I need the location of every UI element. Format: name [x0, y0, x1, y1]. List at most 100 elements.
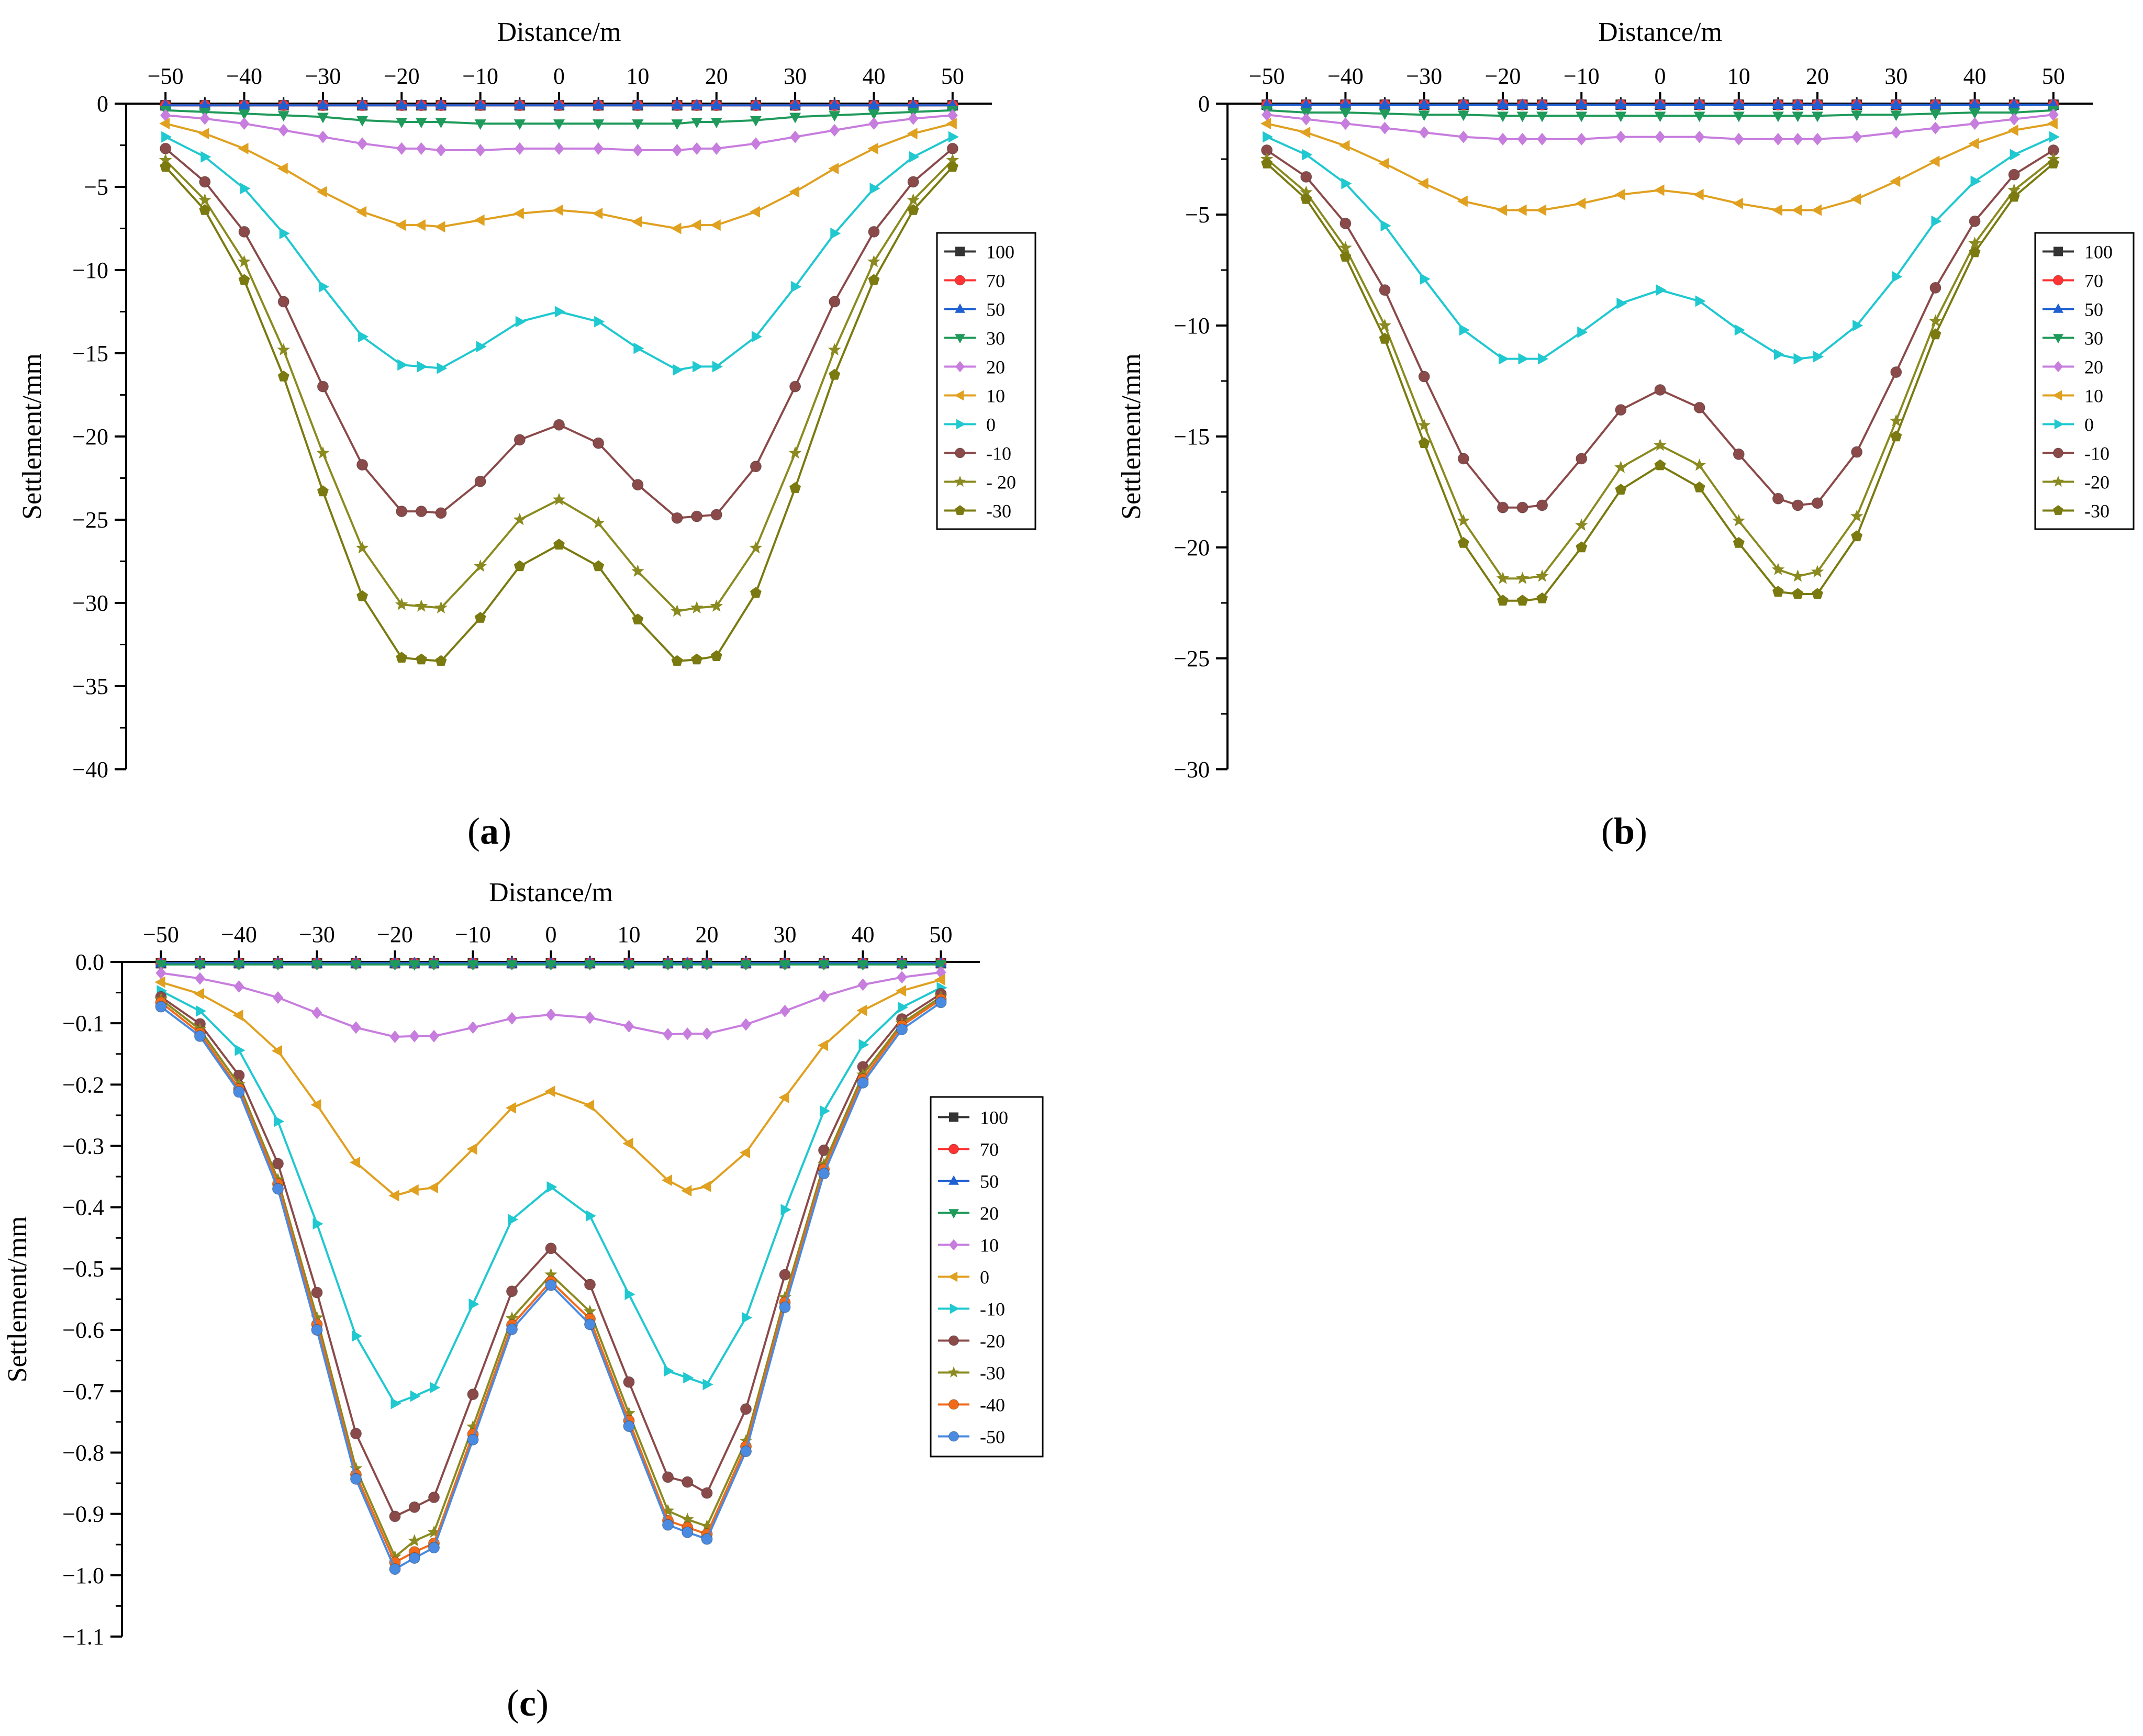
data-point: [408, 1501, 420, 1513]
data-point: [272, 1183, 284, 1195]
data-point: [907, 128, 918, 140]
data-point: [584, 1318, 596, 1330]
data-point: [1733, 132, 1744, 145]
legend-label: 70: [986, 271, 1005, 292]
y-tick-label: −1.0: [62, 1563, 104, 1588]
data-point: [395, 219, 406, 231]
data-point: [868, 274, 880, 285]
data-point: [514, 119, 526, 130]
data-point: [585, 1011, 595, 1024]
data-point: [160, 161, 172, 172]
data-point: [317, 380, 329, 393]
data-point: [1379, 109, 1391, 120]
data-point: [1733, 448, 1745, 460]
data-point: [830, 228, 841, 240]
data-point: [818, 960, 830, 971]
data-point: [466, 1420, 479, 1432]
data-point: [199, 99, 211, 110]
data-point: [513, 513, 527, 525]
panel-label: (b): [1601, 810, 1647, 852]
data-point: [1575, 518, 1588, 531]
legend-label: 30: [986, 328, 1005, 349]
data-point: [194, 1030, 206, 1042]
data-point: [160, 142, 172, 154]
data-point: [505, 1311, 519, 1324]
data-point: [1614, 461, 1627, 473]
data-point: [396, 117, 408, 128]
data-point: [351, 1021, 361, 1034]
data-point: [897, 971, 907, 984]
data-point: [789, 186, 800, 198]
data-point: [1518, 353, 1529, 365]
data-point: [1575, 197, 1586, 209]
data-point: [691, 117, 703, 128]
legend-marker: [948, 1399, 959, 1410]
data-point: [1654, 439, 1667, 451]
data-point: [935, 960, 947, 971]
data-point: [2008, 169, 2020, 181]
data-point: [946, 153, 959, 166]
data-point: [742, 1312, 752, 1324]
data-point: [1419, 126, 1430, 139]
data-point: [1457, 537, 1469, 548]
data-point: [623, 1020, 634, 1033]
legend-label: 10: [986, 386, 1005, 407]
data-point: [474, 214, 485, 226]
data-point: [238, 255, 251, 267]
data-point: [159, 118, 170, 130]
data-point: [467, 1388, 479, 1401]
data-point: [310, 1311, 323, 1324]
data-point: [196, 1005, 206, 1017]
data-point: [690, 219, 701, 231]
data-point: [1812, 132, 1823, 145]
data-point: [1792, 499, 1804, 511]
data-point: [2007, 183, 2021, 196]
legend-marker: [949, 1239, 958, 1251]
data-point: [409, 1029, 420, 1043]
y-tick-label: −5: [84, 174, 108, 200]
y-tick-label: −15: [72, 341, 108, 366]
data-point: [750, 116, 762, 127]
data-point: [311, 960, 323, 971]
x-tick-label: 0: [1655, 63, 1666, 89]
data-point: [1302, 149, 1313, 161]
data-point: [662, 960, 674, 971]
data-point: [1576, 132, 1587, 145]
data-point: [1694, 130, 1705, 143]
data-point: [1693, 458, 1706, 471]
data-point: [868, 226, 880, 238]
data-point: [545, 1279, 557, 1291]
x-tick-label: 50: [930, 922, 953, 947]
data-point: [1811, 204, 1822, 216]
data-point: [235, 1044, 245, 1056]
y-tick-label: −0.5: [62, 1256, 104, 1282]
data-point: [434, 601, 448, 614]
data-point: [1969, 246, 1981, 257]
data-point: [1772, 492, 1784, 505]
data-point: [1851, 98, 1863, 109]
data-point: [710, 99, 722, 110]
data-point: [553, 539, 565, 550]
legend-marker: [948, 1431, 959, 1442]
data-point: [631, 564, 644, 577]
data-point: [671, 655, 683, 666]
data-point: [1693, 481, 1705, 492]
data-point: [416, 142, 427, 155]
data-point: [1261, 158, 1273, 169]
data-point: [467, 960, 479, 971]
data-point: [1516, 595, 1528, 606]
data-point: [749, 541, 763, 554]
series-line--30: [164, 166, 954, 663]
data-point: [545, 1242, 557, 1255]
data-point: [1890, 430, 1902, 442]
data-point: [1811, 565, 1824, 578]
legend-marker: [948, 1175, 959, 1185]
data-point: [544, 1085, 555, 1097]
data-point: [546, 1181, 557, 1193]
data-point: [632, 99, 644, 110]
data-point: [682, 1476, 694, 1488]
data-point: [553, 419, 565, 431]
x-tick-label: −20: [384, 63, 420, 89]
data-point: [408, 1552, 420, 1564]
